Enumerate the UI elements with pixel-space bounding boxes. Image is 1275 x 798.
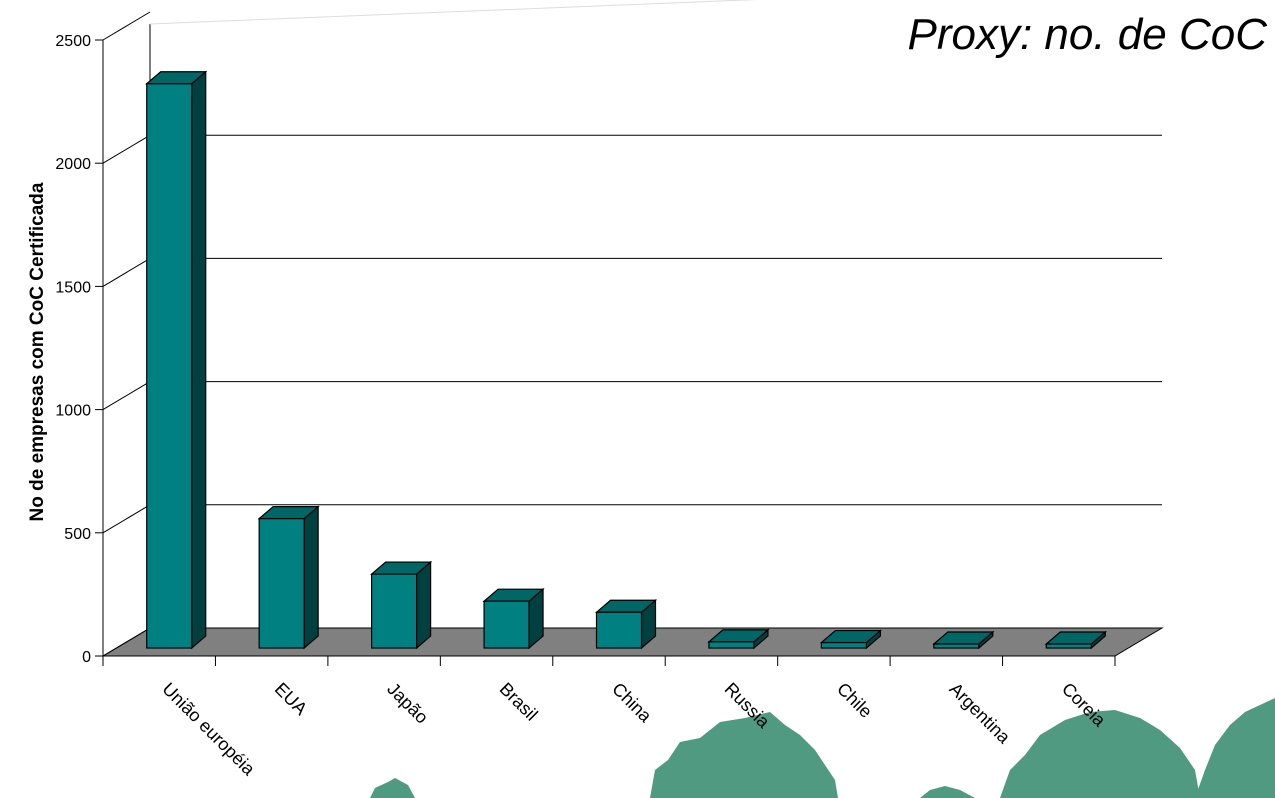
bar-side	[416, 560, 432, 650]
x-tick-label: Japão	[383, 679, 432, 728]
y-tick-label: 500	[64, 526, 91, 543]
x-tick-label: Chile	[833, 679, 876, 722]
bar	[595, 611, 643, 649]
x-tick-label: Brasil	[496, 679, 542, 725]
y-tick-label: 0	[82, 649, 91, 666]
grid-diagonal	[102, 134, 151, 164]
bar	[933, 643, 980, 649]
tree-silhouettes	[370, 698, 1275, 798]
y-tick-label: 1000	[55, 403, 91, 420]
grid-diagonal	[102, 504, 151, 534]
grid-diagonal	[102, 627, 151, 657]
x-tick-label: EUA	[271, 679, 311, 719]
x-tick-label: União européia	[158, 679, 259, 780]
grid-diagonal	[102, 257, 151, 287]
back-wall-top	[149, 0, 758, 25]
y-tick-label: 1500	[55, 279, 91, 296]
x-tick-label: China	[608, 679, 656, 727]
grid-diagonal	[102, 381, 151, 411]
bar	[1045, 643, 1092, 649]
y-tick-label: 2000	[55, 156, 91, 173]
chart-title: Proxy: no. de CoC	[907, 10, 1268, 59]
bar	[708, 641, 755, 649]
bar	[258, 518, 305, 649]
bar	[371, 573, 418, 649]
grid-diagonal	[102, 11, 151, 41]
bar-side	[191, 70, 207, 650]
bar-side	[303, 505, 319, 650]
y-tick-label: 2500	[55, 33, 91, 50]
bar	[483, 600, 530, 649]
bar	[820, 641, 867, 649]
x-tick-label: Argentina	[946, 679, 1015, 748]
bar	[146, 83, 193, 649]
